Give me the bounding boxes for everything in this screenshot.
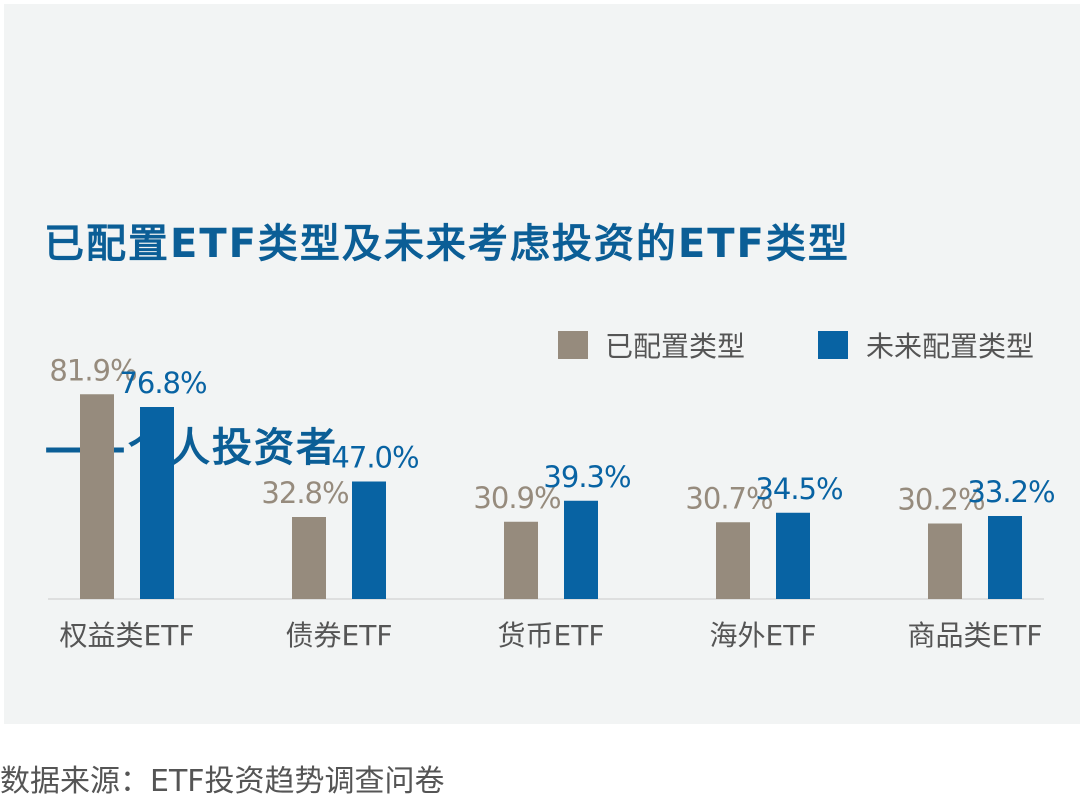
legend-swatch-configured	[558, 331, 588, 359]
legend: 已配置类型 未来配置类型	[558, 330, 1034, 363]
value-label-future-4: 33.2%	[967, 475, 1054, 509]
bar-future-3	[776, 512, 810, 599]
value-label-configured-4: 30.2%	[897, 483, 984, 517]
bar-configured-0	[80, 394, 114, 599]
bar-configured-4	[928, 523, 962, 599]
category-label-1: 债券ETF	[286, 619, 393, 652]
value-label-future-0: 76.8%	[119, 366, 206, 400]
bar-future-0	[140, 407, 174, 599]
value-labels-group: 81.9%76.8% 32.8%47.0% 30.9%39.3% 30.7%34.5%…	[49, 353, 1055, 517]
bar-configured-2	[504, 521, 538, 599]
category-label-4: 商品类ETF	[908, 619, 1043, 652]
value-label-configured-2: 30.9%	[473, 481, 560, 515]
category-label-2: 货币ETF	[498, 619, 605, 652]
value-label-future-3: 34.5%	[755, 472, 842, 506]
value-label-configured-1: 32.8%	[261, 476, 348, 510]
legend-label-configured: 已配置类型	[605, 330, 745, 363]
bar-future-4	[988, 516, 1022, 599]
legend-label-future: 未来配置类型	[866, 330, 1034, 363]
value-label-future-2: 39.3%	[543, 460, 630, 494]
bar-configured-3	[716, 522, 750, 599]
chart-card	[4, 4, 1080, 724]
category-label-0: 权益类ETF	[60, 619, 195, 652]
value-label-configured-3: 30.7%	[685, 481, 772, 515]
bar-future-2	[564, 500, 598, 599]
category-labels-group: 权益类ETF 债券ETF 货币ETF 海外ETF 商品类ETF	[60, 619, 1043, 652]
bar-chart: 已配置类型 未来配置类型 81.9%76.8% 32.8%47.0% 30.9%39.…	[48, 330, 1056, 652]
value-label-configured-0: 81.9%	[49, 353, 136, 387]
legend-swatch-future	[818, 331, 848, 359]
chart-title-line-1: 已配置ETF类型及未来考虑投资的ETF类型	[44, 221, 850, 267]
bar-configured-1	[292, 517, 326, 599]
value-label-future-1: 47.0%	[331, 441, 418, 475]
bars-group	[80, 394, 1022, 599]
bar-future-1	[352, 481, 386, 599]
category-label-3: 海外ETF	[710, 619, 817, 652]
data-source-note: 数据来源：ETF投资趋势调查问卷	[0, 764, 445, 799]
